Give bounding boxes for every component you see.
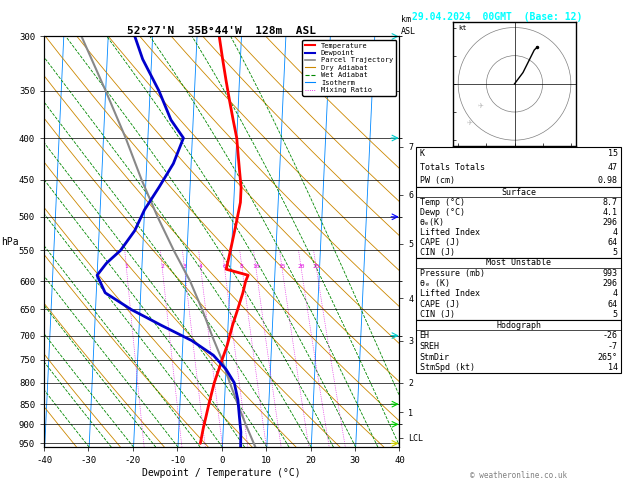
Text: ✈: ✈ — [467, 120, 472, 126]
Text: StmDir: StmDir — [420, 353, 450, 362]
Text: Most Unstable: Most Unstable — [486, 258, 551, 267]
Text: 47: 47 — [608, 163, 618, 172]
Text: 0.98: 0.98 — [598, 176, 618, 185]
Text: 8.7: 8.7 — [603, 198, 618, 207]
Text: 1: 1 — [125, 263, 128, 269]
Text: EH: EH — [420, 331, 430, 340]
Text: Hodograph: Hodograph — [496, 321, 541, 330]
Title: 52°27'N  35B°44'W  128m  ASL: 52°27'N 35B°44'W 128m ASL — [127, 26, 316, 35]
Text: ✈: ✈ — [478, 104, 484, 109]
Text: 4.1: 4.1 — [603, 208, 618, 217]
Text: θₑ (K): θₑ (K) — [420, 279, 450, 288]
Text: Pressure (mb): Pressure (mb) — [420, 269, 484, 278]
Text: 4: 4 — [613, 289, 618, 298]
Legend: Temperature, Dewpoint, Parcel Trajectory, Dry Adiabat, Wet Adiabat, Isotherm, Mi: Temperature, Dewpoint, Parcel Trajectory… — [302, 40, 396, 96]
Text: kt: kt — [458, 25, 467, 31]
Text: SREH: SREH — [420, 342, 440, 351]
Text: -26: -26 — [603, 331, 618, 340]
Text: 993: 993 — [603, 269, 618, 278]
Text: 4: 4 — [613, 228, 618, 237]
Text: Lifted Index: Lifted Index — [420, 228, 479, 237]
Text: 25: 25 — [312, 263, 320, 269]
Text: 4: 4 — [199, 263, 203, 269]
Text: Totals Totals: Totals Totals — [420, 163, 484, 172]
Text: -7: -7 — [608, 342, 618, 351]
Text: Surface: Surface — [501, 188, 536, 197]
X-axis label: Dewpoint / Temperature (°C): Dewpoint / Temperature (°C) — [142, 468, 301, 478]
Text: Temp (°C): Temp (°C) — [420, 198, 465, 207]
Text: 296: 296 — [603, 279, 618, 288]
Text: 265°: 265° — [598, 353, 618, 362]
Text: ASL: ASL — [401, 27, 416, 36]
Text: km: km — [401, 15, 411, 24]
Text: 15: 15 — [608, 149, 618, 158]
Text: 296: 296 — [603, 218, 618, 227]
Text: hPa: hPa — [1, 237, 19, 247]
Text: 3: 3 — [182, 263, 186, 269]
Text: 64: 64 — [608, 238, 618, 247]
Text: 10: 10 — [252, 263, 259, 269]
Text: 5: 5 — [613, 248, 618, 257]
Text: K: K — [420, 149, 425, 158]
Text: CIN (J): CIN (J) — [420, 248, 455, 257]
Text: 14: 14 — [608, 364, 618, 372]
Text: CIN (J): CIN (J) — [420, 310, 455, 319]
Text: Lifted Index: Lifted Index — [420, 289, 479, 298]
Text: 20: 20 — [297, 263, 304, 269]
Text: PW (cm): PW (cm) — [420, 176, 455, 185]
Text: 6: 6 — [223, 263, 226, 269]
Text: CAPE (J): CAPE (J) — [420, 238, 460, 247]
Text: © weatheronline.co.uk: © weatheronline.co.uk — [470, 471, 567, 480]
Text: 8: 8 — [240, 263, 243, 269]
Text: 5: 5 — [613, 310, 618, 319]
Text: 15: 15 — [278, 263, 286, 269]
Text: CAPE (J): CAPE (J) — [420, 300, 460, 309]
Text: 29.04.2024  00GMT  (Base: 12): 29.04.2024 00GMT (Base: 12) — [412, 12, 582, 22]
Text: 2: 2 — [160, 263, 164, 269]
Text: 64: 64 — [608, 300, 618, 309]
Text: StmSpd (kt): StmSpd (kt) — [420, 364, 474, 372]
Text: Dewp (°C): Dewp (°C) — [420, 208, 465, 217]
Text: θₑ(K): θₑ(K) — [420, 218, 445, 227]
